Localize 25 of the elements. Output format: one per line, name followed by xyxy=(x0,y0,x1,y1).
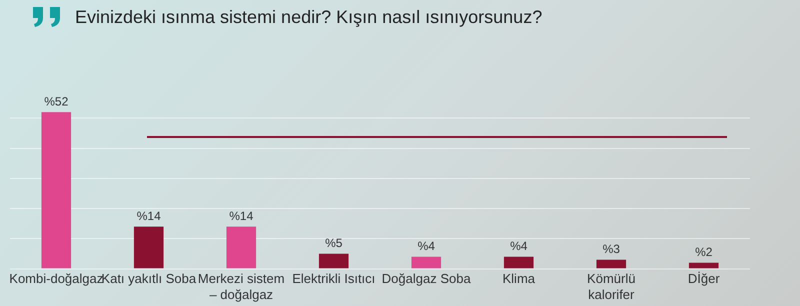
bar xyxy=(41,112,72,268)
data-label: %5 xyxy=(325,236,343,250)
data-label: %4 xyxy=(510,239,528,254)
bar xyxy=(226,226,256,268)
x-tick-label: Elektrikli Isıtıcı xyxy=(292,271,376,286)
bar xyxy=(318,254,349,268)
x-tick-label: Merkezi sistem – doğalgaz xyxy=(198,271,285,302)
data-label: %4 xyxy=(418,239,436,254)
data-label: %3 xyxy=(602,242,620,256)
x-tick-label: Doğalgaz Soba xyxy=(382,271,472,286)
data-label: %2 xyxy=(695,245,713,260)
bar xyxy=(134,226,164,268)
bar xyxy=(596,260,626,268)
bar xyxy=(688,262,719,268)
data-label: %14 xyxy=(136,208,162,223)
x-tick-label: Dİğer xyxy=(688,271,720,286)
data-label: %52 xyxy=(44,94,69,108)
data-label: %14 xyxy=(229,208,254,223)
bar xyxy=(504,256,534,268)
x-tick-label: Kömürlü kalorifer xyxy=(587,271,636,302)
x-tick-label: Katı yakıtlı Soba xyxy=(101,271,197,286)
chart-title: Evinizdeki ısınma sistemi nedir? Kışın nasıl ısınıyorsunuz? xyxy=(75,7,542,28)
x-tick-label: Kombi-doğalgaz xyxy=(9,271,104,286)
x-tick-label: Klima xyxy=(502,271,536,286)
bar xyxy=(411,256,442,268)
